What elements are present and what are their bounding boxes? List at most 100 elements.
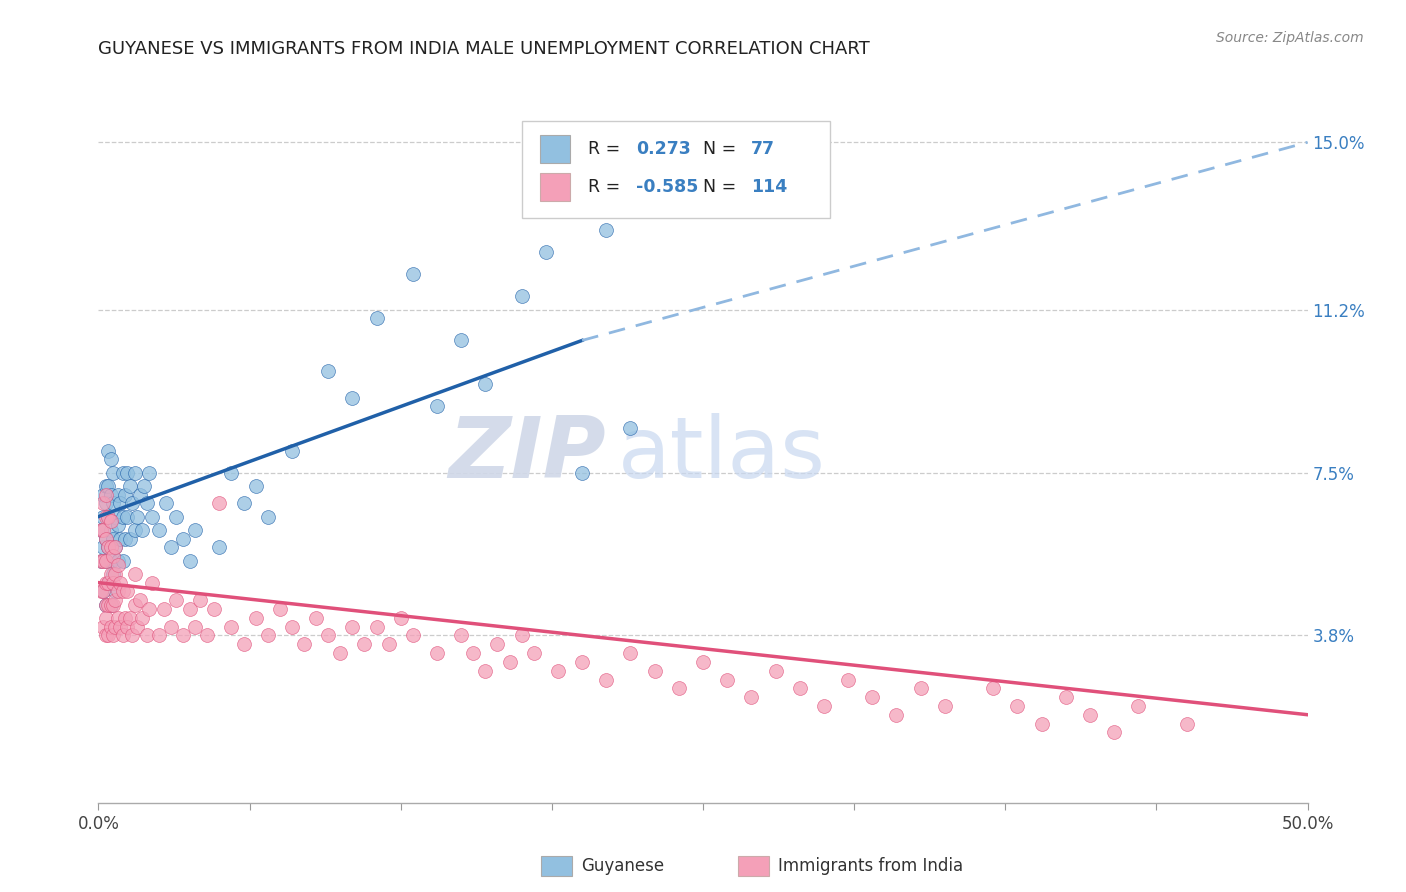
Point xyxy=(90,553,112,567)
Point xyxy=(172,628,194,642)
Point xyxy=(1102,725,1125,739)
Point xyxy=(141,575,163,590)
Point xyxy=(342,620,364,634)
Point xyxy=(245,611,267,625)
Point xyxy=(111,584,134,599)
Point xyxy=(366,311,388,326)
Text: 114: 114 xyxy=(751,178,787,196)
Point xyxy=(160,620,183,634)
Text: R =: R = xyxy=(588,140,626,158)
FancyBboxPatch shape xyxy=(522,121,830,219)
Point xyxy=(91,496,114,510)
Text: ZIP: ZIP xyxy=(449,413,606,497)
Point xyxy=(117,509,139,524)
Point xyxy=(97,509,120,524)
Point xyxy=(281,443,304,458)
Point xyxy=(94,628,117,642)
Point xyxy=(101,549,124,564)
Point xyxy=(114,611,136,625)
Point xyxy=(90,584,112,599)
Point xyxy=(114,532,136,546)
Text: Source: ZipAtlas.com: Source: ZipAtlas.com xyxy=(1216,31,1364,45)
Point xyxy=(221,466,243,480)
Point xyxy=(117,584,139,599)
Point xyxy=(104,541,127,555)
FancyBboxPatch shape xyxy=(540,173,569,201)
Point xyxy=(402,628,425,642)
Text: atlas: atlas xyxy=(619,413,827,497)
Point xyxy=(644,664,666,678)
Point xyxy=(256,628,278,642)
Point xyxy=(450,628,472,642)
Point xyxy=(329,646,352,660)
Point xyxy=(104,509,127,524)
Point xyxy=(692,655,714,669)
Point xyxy=(184,620,207,634)
Point xyxy=(523,646,546,660)
Point xyxy=(179,553,201,567)
Point xyxy=(91,509,114,524)
Point xyxy=(117,466,139,480)
Point xyxy=(91,620,114,634)
Point xyxy=(152,602,174,616)
Point xyxy=(97,509,120,524)
Point xyxy=(232,637,254,651)
Point xyxy=(474,664,496,678)
Point xyxy=(155,496,177,510)
Point xyxy=(91,553,114,567)
Point xyxy=(179,602,201,616)
Point xyxy=(534,245,557,260)
Point xyxy=(121,628,143,642)
Point xyxy=(100,620,122,634)
Point xyxy=(107,584,129,599)
Point xyxy=(1078,707,1101,722)
Point xyxy=(91,541,114,555)
Point xyxy=(104,566,127,581)
Point xyxy=(716,673,738,687)
Point xyxy=(111,628,134,642)
Point xyxy=(100,452,122,467)
Text: Guyanese: Guyanese xyxy=(581,857,664,875)
Point xyxy=(94,611,117,625)
Text: N =: N = xyxy=(703,140,742,158)
Point xyxy=(124,466,146,480)
Point xyxy=(668,681,690,696)
Point xyxy=(100,566,122,581)
Point xyxy=(486,637,509,651)
Point xyxy=(94,575,117,590)
Point xyxy=(510,628,533,642)
Point xyxy=(101,575,124,590)
Point xyxy=(104,593,127,607)
Point xyxy=(94,532,117,546)
Point xyxy=(837,673,859,687)
Point xyxy=(97,575,120,590)
Point xyxy=(100,514,122,528)
Point xyxy=(114,487,136,501)
Point xyxy=(94,598,117,612)
Point xyxy=(100,553,122,567)
Point xyxy=(90,523,112,537)
Point xyxy=(463,646,485,660)
Point xyxy=(124,523,146,537)
Point xyxy=(316,364,339,378)
Point xyxy=(104,541,127,555)
Point xyxy=(107,611,129,625)
Point xyxy=(94,553,117,567)
Point xyxy=(94,598,117,612)
Point xyxy=(90,523,112,537)
Point xyxy=(316,628,339,642)
Point xyxy=(292,637,315,651)
Point xyxy=(97,628,120,642)
Point xyxy=(118,611,141,625)
Point xyxy=(188,593,211,607)
Point xyxy=(128,487,150,501)
Point xyxy=(107,487,129,501)
Point xyxy=(108,532,131,546)
Point xyxy=(111,553,134,567)
Point xyxy=(100,541,122,555)
Point xyxy=(426,646,449,660)
Point xyxy=(245,479,267,493)
Point xyxy=(128,593,150,607)
Point xyxy=(124,566,146,581)
Point xyxy=(94,496,117,510)
